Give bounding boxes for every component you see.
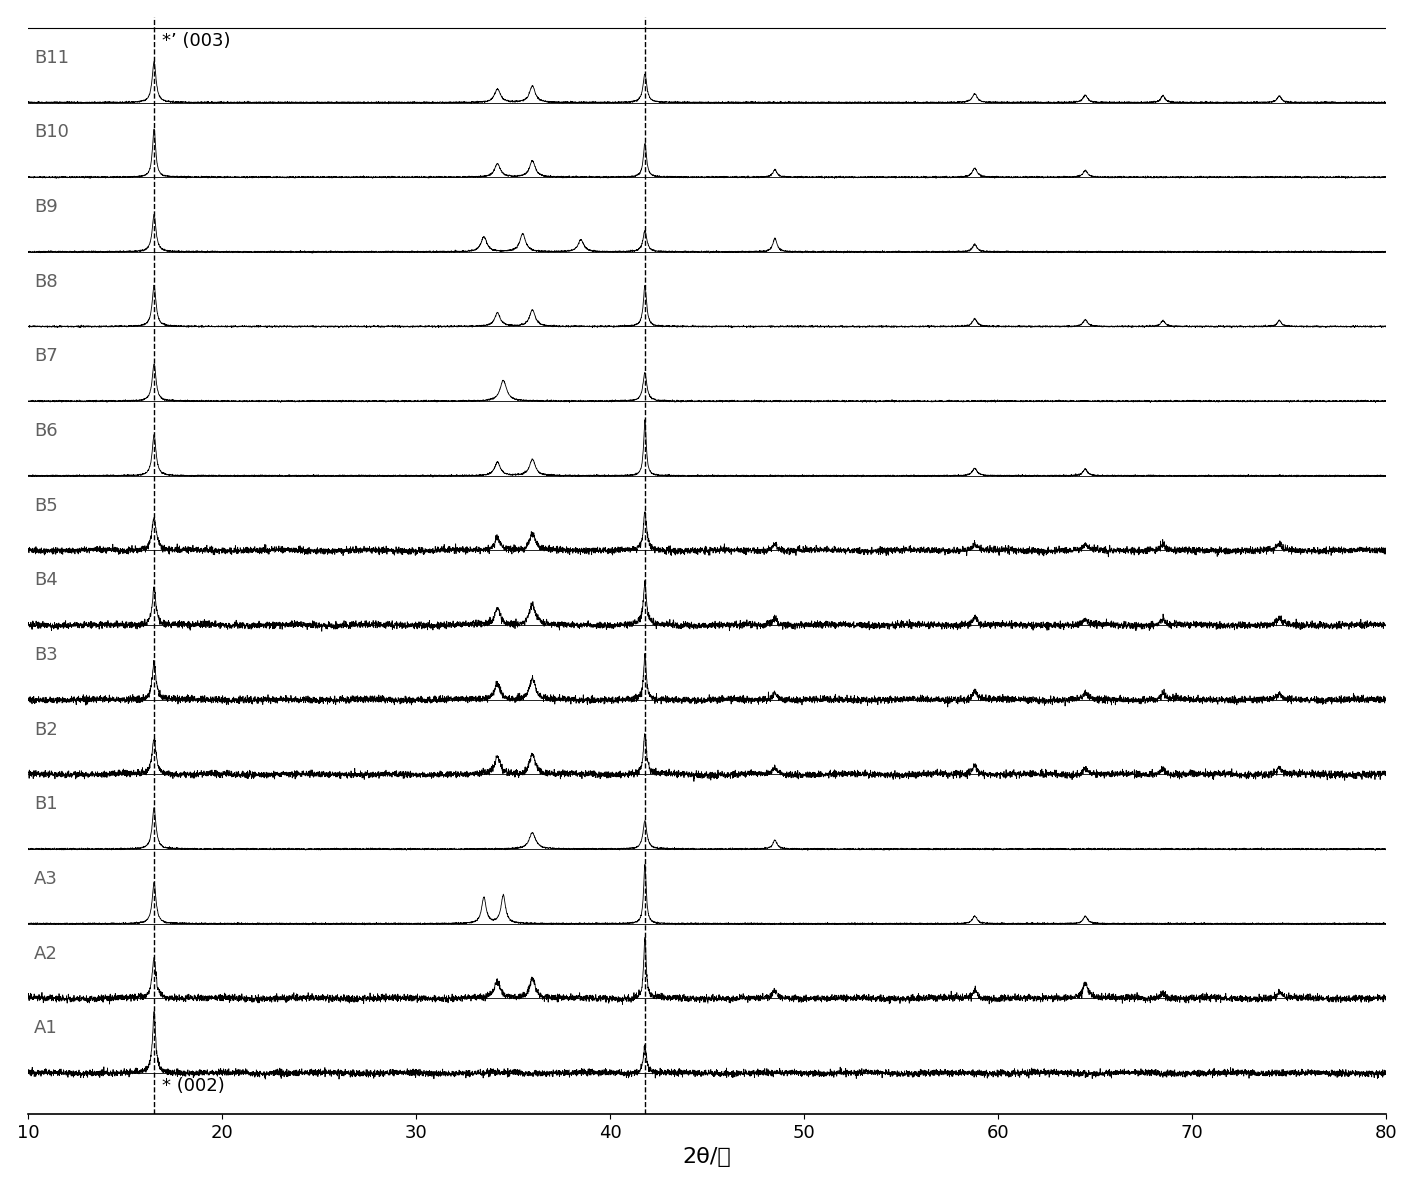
Text: B8: B8 bbox=[34, 272, 58, 291]
Text: B10: B10 bbox=[34, 123, 69, 141]
Text: B6: B6 bbox=[34, 422, 58, 440]
Text: B2: B2 bbox=[34, 721, 58, 739]
Text: B3: B3 bbox=[34, 646, 58, 664]
Text: B11: B11 bbox=[34, 49, 69, 66]
Text: A3: A3 bbox=[34, 870, 58, 888]
Text: * (002): * (002) bbox=[161, 1076, 225, 1095]
Text: B1: B1 bbox=[34, 796, 58, 813]
X-axis label: 2θ/度: 2θ/度 bbox=[683, 1147, 731, 1167]
Text: A2: A2 bbox=[34, 945, 58, 963]
Text: B5: B5 bbox=[34, 496, 58, 515]
Text: B4: B4 bbox=[34, 572, 58, 590]
Text: A1: A1 bbox=[34, 1019, 58, 1037]
Text: B9: B9 bbox=[34, 198, 58, 215]
Text: *’ (003): *’ (003) bbox=[161, 32, 230, 50]
Text: B7: B7 bbox=[34, 347, 58, 366]
